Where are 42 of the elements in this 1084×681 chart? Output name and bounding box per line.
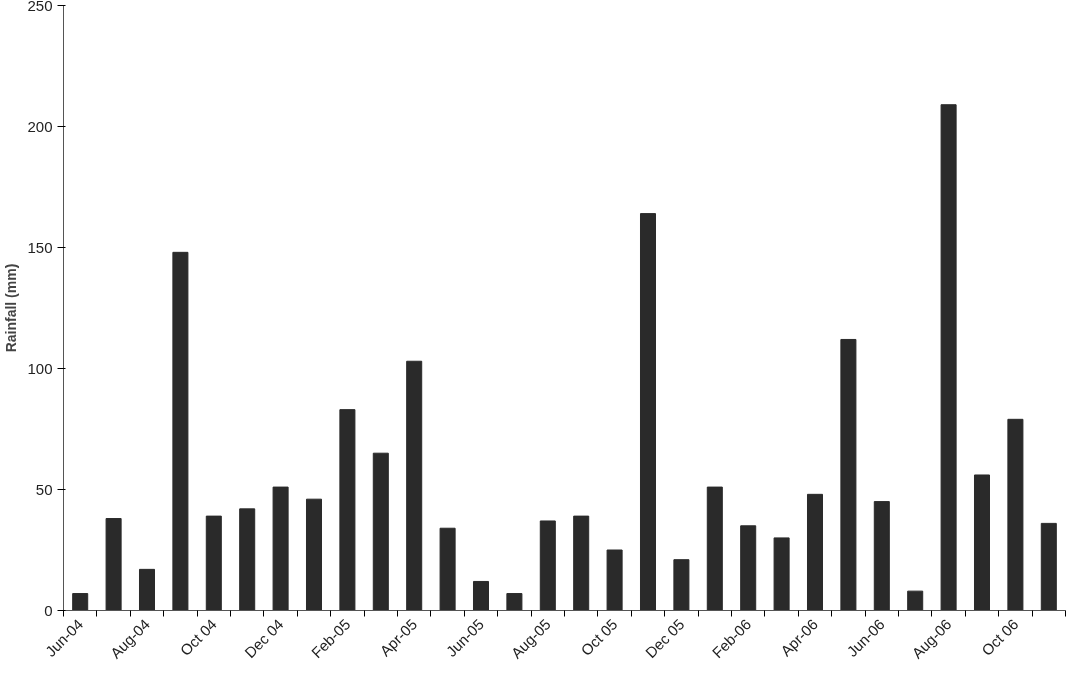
x-tick-label: Dec 05: [641, 615, 688, 662]
bar: [1007, 418, 1024, 611]
bar: [773, 537, 790, 611]
bar: [539, 520, 556, 611]
bar: [472, 580, 490, 611]
x-tick-label: Oct 04: [176, 615, 220, 659]
y-axis-title: Rainfall (mm): [3, 263, 20, 353]
bar: [205, 515, 222, 611]
bar: [138, 568, 156, 611]
bar: [339, 409, 356, 611]
bar: [506, 593, 523, 611]
y-tick-label: 250: [27, 0, 53, 14]
bar: [573, 515, 590, 611]
bar: [873, 501, 890, 611]
y-tick-label: 50: [35, 480, 53, 498]
bar: [973, 474, 991, 611]
bar: [305, 498, 323, 611]
x-tick-label: Dec 04: [240, 615, 287, 662]
bar: [806, 493, 824, 611]
y-tick-label: 150: [27, 238, 53, 256]
bar: [606, 549, 623, 611]
y-tick-label: 100: [27, 359, 53, 377]
bar: [940, 104, 957, 611]
bar: [239, 508, 256, 611]
bar: [406, 360, 423, 611]
bar: [105, 518, 122, 611]
bar: [740, 525, 757, 611]
bar: [907, 590, 924, 611]
bar: [639, 213, 657, 611]
bar: [72, 593, 89, 611]
bar: [1040, 522, 1057, 611]
bar: [840, 338, 857, 611]
y-tick-label: 200: [27, 117, 53, 135]
bar: [673, 559, 690, 611]
bar: [372, 452, 389, 611]
x-tick-label: Oct 06: [978, 615, 1022, 659]
y-tick-label: 0: [44, 601, 53, 619]
bar: [272, 486, 289, 611]
bar: [706, 486, 723, 611]
bar: [439, 527, 456, 611]
bar: [172, 251, 189, 611]
x-tick-label: Oct 05: [577, 615, 621, 659]
